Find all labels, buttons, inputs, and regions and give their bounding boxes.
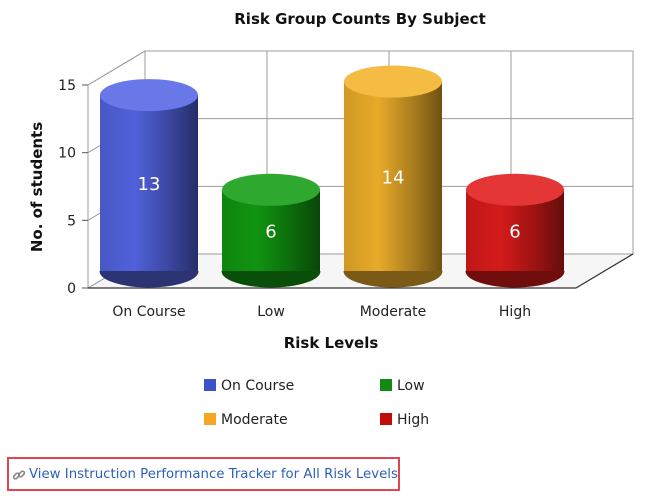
legend-label: High bbox=[397, 412, 429, 428]
legend-label: Moderate bbox=[221, 412, 288, 428]
legend-item: High bbox=[380, 412, 429, 428]
bar-on-course bbox=[99, 79, 199, 288]
bar-top bbox=[466, 173, 564, 206]
bar-top bbox=[100, 79, 198, 112]
y-tick-label: 10 bbox=[58, 146, 76, 162]
chart-legend: On Course Low Moderate High bbox=[204, 378, 429, 428]
x-tick-label: High bbox=[499, 304, 531, 320]
data-label: 6 bbox=[509, 221, 520, 242]
x-tick-label: On Course bbox=[112, 304, 185, 320]
legend-item: Moderate bbox=[204, 412, 288, 428]
chart-title: Risk Group Counts By Subject bbox=[234, 10, 486, 28]
y-axis-title: No. of students bbox=[28, 122, 46, 252]
link-icon bbox=[12, 467, 26, 481]
legend-item: Low bbox=[380, 378, 425, 394]
bar-moderate bbox=[343, 65, 443, 288]
bar-low bbox=[221, 173, 321, 288]
performance-tracker-link-text[interactable]: View Instruction Performance Tracker for… bbox=[29, 466, 398, 482]
x-axis-title: Risk Levels bbox=[284, 334, 379, 352]
risk-group-chart: 0 5 10 15 13 On Course 6 Low 14 Moderate 6 High On … bbox=[28, 10, 635, 428]
y-tick-label: 5 bbox=[67, 213, 76, 229]
bar-body bbox=[100, 95, 198, 271]
legend-swatch bbox=[380, 379, 392, 391]
bar-bottom-rim bbox=[465, 270, 565, 288]
x-tick-label: Moderate bbox=[360, 304, 427, 320]
data-label: 14 bbox=[382, 167, 405, 188]
bar-top bbox=[344, 65, 442, 98]
performance-tracker-link[interactable]: View Instruction Performance Tracker for… bbox=[7, 457, 400, 491]
legend-swatch bbox=[380, 413, 392, 425]
data-label: 13 bbox=[138, 174, 161, 195]
legend-item: On Course bbox=[204, 378, 294, 394]
chart-bars bbox=[99, 65, 565, 288]
bar-high bbox=[465, 173, 565, 288]
bar-top bbox=[222, 173, 320, 206]
bar-body bbox=[344, 81, 442, 272]
legend-swatch bbox=[204, 379, 216, 391]
y-gridline-side bbox=[87, 50, 146, 86]
data-label: 6 bbox=[265, 221, 276, 242]
legend-label: On Course bbox=[221, 378, 294, 394]
y-tick-label: 0 bbox=[67, 281, 76, 297]
bar-bottom-rim bbox=[343, 270, 443, 288]
floor-edge-line bbox=[575, 253, 634, 289]
y-tick-label: 15 bbox=[58, 78, 76, 94]
x-tick-label: Low bbox=[257, 304, 285, 320]
bar-bottom-rim bbox=[221, 270, 321, 288]
legend-swatch bbox=[204, 413, 216, 425]
chart-labels: 0 5 10 15 13 On Course 6 Low 14 Moderate 6 High bbox=[58, 78, 531, 320]
bar-bottom-rim bbox=[99, 270, 199, 288]
legend-label: Low bbox=[397, 378, 425, 394]
